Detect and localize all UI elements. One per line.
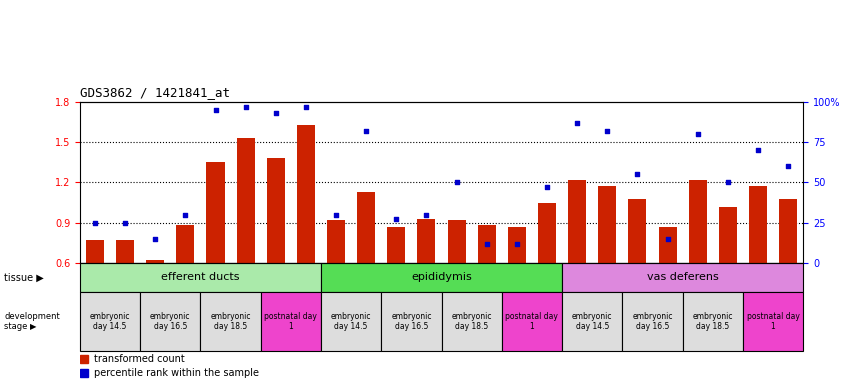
Bar — [417, 219, 436, 263]
Bar — [321, 263, 562, 292]
Point — [119, 220, 132, 226]
Bar — [206, 162, 225, 263]
Bar — [442, 292, 502, 351]
Bar — [628, 199, 647, 263]
Bar — [683, 292, 743, 351]
Text: postnatal day
1: postnatal day 1 — [505, 312, 558, 331]
Text: embryonic
day 16.5: embryonic day 16.5 — [632, 312, 673, 331]
Point — [661, 236, 674, 242]
Bar — [387, 227, 405, 263]
Bar — [146, 260, 164, 263]
Bar — [80, 292, 140, 351]
Point — [209, 107, 222, 113]
Point — [781, 163, 795, 169]
Point — [269, 110, 283, 116]
Text: percentile rank within the sample: percentile rank within the sample — [94, 368, 259, 378]
Bar — [743, 292, 803, 351]
Bar — [562, 292, 622, 351]
Point — [239, 104, 252, 110]
Point — [480, 241, 494, 247]
Bar — [748, 187, 767, 263]
Text: embryonic
day 18.5: embryonic day 18.5 — [210, 312, 251, 331]
Bar — [200, 292, 261, 351]
Point — [178, 212, 192, 218]
Point — [299, 104, 313, 110]
Text: epididymis: epididymis — [411, 272, 472, 283]
Text: embryonic
day 16.5: embryonic day 16.5 — [391, 312, 431, 331]
Bar — [689, 180, 706, 263]
Text: tissue ▶: tissue ▶ — [4, 272, 44, 283]
Point — [510, 241, 524, 247]
Point — [88, 220, 102, 226]
Text: embryonic
day 18.5: embryonic day 18.5 — [452, 312, 492, 331]
Point — [450, 179, 463, 185]
Bar — [381, 292, 442, 351]
Text: postnatal day
1: postnatal day 1 — [747, 312, 800, 331]
Bar — [659, 227, 676, 263]
Bar — [568, 180, 586, 263]
Text: embryonic
day 16.5: embryonic day 16.5 — [150, 312, 191, 331]
Text: development
stage ▶: development stage ▶ — [4, 312, 60, 331]
Point — [540, 184, 553, 190]
Bar — [261, 292, 321, 351]
Text: embryonic
day 14.5: embryonic day 14.5 — [90, 312, 130, 331]
Point — [389, 217, 403, 223]
Point — [721, 179, 734, 185]
Text: GDS3862 / 1421841_at: GDS3862 / 1421841_at — [80, 86, 230, 99]
Bar — [538, 203, 556, 263]
Bar — [562, 263, 803, 292]
Text: postnatal day
1: postnatal day 1 — [264, 312, 317, 331]
Bar — [116, 240, 134, 263]
Bar — [236, 138, 255, 263]
Bar — [357, 192, 375, 263]
Text: embryonic
day 18.5: embryonic day 18.5 — [692, 312, 733, 331]
Bar — [177, 225, 194, 263]
Point — [570, 120, 584, 126]
Point — [359, 128, 373, 134]
Point — [751, 147, 764, 153]
Text: efferent ducts: efferent ducts — [161, 272, 240, 283]
Text: transformed count: transformed count — [94, 354, 185, 364]
Point — [631, 171, 644, 177]
Bar — [622, 292, 683, 351]
Bar — [297, 125, 315, 263]
Point — [420, 212, 433, 218]
Bar — [327, 220, 345, 263]
Point — [691, 131, 705, 137]
Text: vas deferens: vas deferens — [647, 272, 718, 283]
Bar — [80, 263, 321, 292]
Bar — [779, 199, 797, 263]
Bar — [719, 207, 737, 263]
Bar — [321, 292, 381, 351]
Text: embryonic
day 14.5: embryonic day 14.5 — [572, 312, 612, 331]
Point — [600, 128, 614, 134]
Bar — [502, 292, 562, 351]
Bar — [478, 225, 495, 263]
Bar — [508, 227, 526, 263]
Bar — [86, 240, 104, 263]
Bar — [447, 220, 466, 263]
Bar — [598, 187, 616, 263]
Bar — [267, 158, 285, 263]
Text: embryonic
day 14.5: embryonic day 14.5 — [331, 312, 372, 331]
Point — [149, 236, 162, 242]
Bar — [140, 292, 200, 351]
Point — [330, 212, 343, 218]
